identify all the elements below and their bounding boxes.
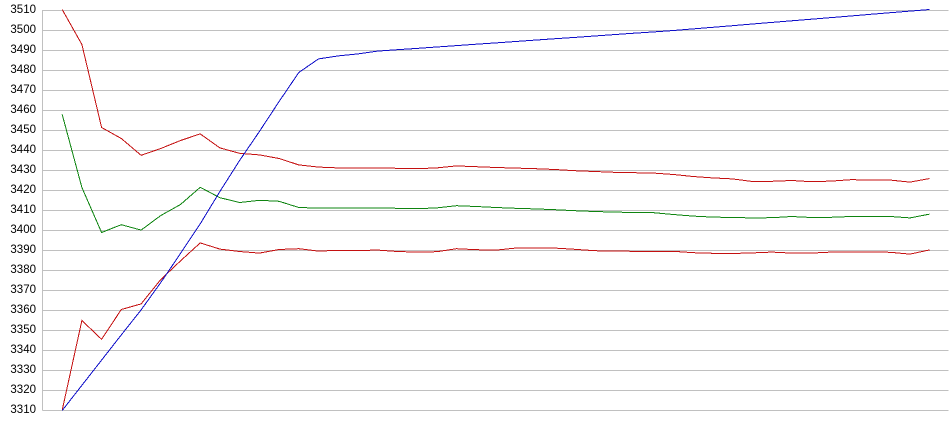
svg-text:3360: 3360 — [10, 304, 36, 316]
svg-text:3390: 3390 — [10, 244, 36, 256]
svg-text:3370: 3370 — [10, 284, 36, 296]
svg-text:3490: 3490 — [10, 44, 36, 56]
svg-text:3510: 3510 — [10, 4, 36, 16]
svg-text:3470: 3470 — [10, 84, 36, 96]
svg-text:3310: 3310 — [10, 404, 36, 416]
svg-text:3420: 3420 — [10, 184, 36, 196]
svg-text:3400: 3400 — [10, 224, 36, 236]
svg-text:3500: 3500 — [10, 24, 36, 36]
svg-text:3340: 3340 — [10, 344, 36, 356]
svg-text:3410: 3410 — [10, 204, 36, 216]
svg-text:3320: 3320 — [10, 384, 36, 396]
svg-text:3350: 3350 — [10, 324, 36, 336]
svg-text:3480: 3480 — [10, 64, 36, 76]
svg-text:3330: 3330 — [10, 364, 36, 376]
svg-text:3430: 3430 — [10, 164, 36, 176]
svg-text:3440: 3440 — [10, 144, 36, 156]
svg-text:3380: 3380 — [10, 264, 36, 276]
svg-text:3450: 3450 — [10, 124, 36, 136]
svg-text:3460: 3460 — [10, 104, 36, 116]
